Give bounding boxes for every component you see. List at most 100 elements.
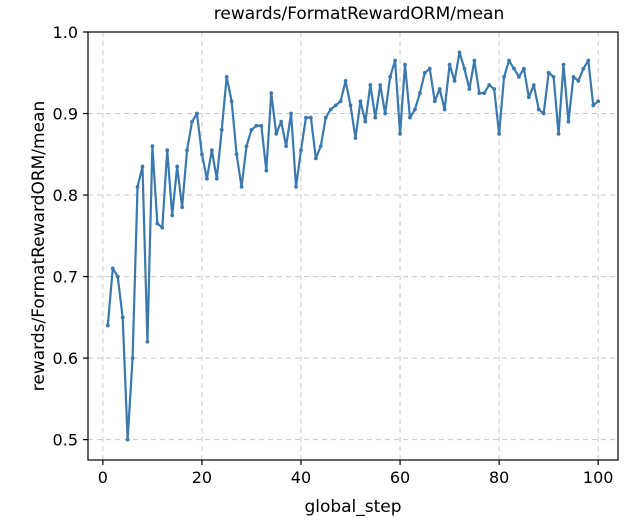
data-point [536, 107, 541, 112]
data-point [581, 66, 586, 71]
data-point [363, 119, 368, 124]
y-tick-label: 1.0 [53, 23, 78, 42]
data-point [304, 115, 308, 120]
data-point [274, 132, 279, 136]
y-tick-label: 0.7 [53, 268, 78, 287]
data-point [120, 315, 125, 320]
data-point [507, 58, 511, 63]
x-tick-label: 100 [583, 468, 614, 487]
data-point [526, 95, 531, 100]
x-axis-title: global_step [304, 497, 401, 517]
data-point [472, 58, 477, 63]
data-point [170, 213, 175, 218]
data-point [467, 87, 472, 91]
data-point [234, 152, 239, 157]
data-point [512, 66, 516, 71]
y-tick-label: 0.9 [53, 105, 78, 124]
data-point [145, 339, 150, 344]
data-point [571, 74, 576, 79]
data-point [214, 176, 219, 181]
data-point [110, 266, 115, 271]
data-point [541, 111, 546, 116]
x-tick-label: 80 [489, 468, 509, 487]
data-point [561, 62, 566, 67]
data-point [313, 156, 318, 161]
data-point [368, 83, 373, 87]
data-point [487, 83, 492, 87]
data-point [165, 148, 170, 153]
data-point [388, 74, 393, 79]
data-point [333, 103, 338, 108]
data-point [551, 74, 556, 79]
data-point [185, 148, 189, 153]
data-point [586, 58, 591, 63]
data-point [130, 356, 135, 360]
data-point [358, 99, 363, 104]
y-tick-label: 0.8 [53, 186, 78, 205]
data-point [457, 50, 462, 55]
data-point [140, 164, 145, 169]
data-point [160, 225, 165, 230]
data-point [190, 119, 194, 124]
data-point [521, 66, 526, 71]
data-point [546, 70, 551, 75]
data-point [115, 274, 120, 279]
data-point [264, 168, 269, 173]
data-point [556, 132, 561, 136]
data-point [502, 74, 506, 79]
data-point [378, 83, 383, 87]
data-point [259, 123, 264, 128]
data-point [209, 148, 214, 153]
data-point [229, 99, 234, 104]
data-point [596, 99, 601, 104]
data-point [125, 437, 130, 442]
data-point [482, 91, 487, 96]
data-point [393, 58, 398, 63]
data-point [180, 205, 185, 210]
data-point [517, 74, 521, 79]
x-tick-label: 60 [390, 468, 410, 487]
data-point [150, 144, 155, 149]
data-point [249, 127, 254, 132]
data-point [323, 115, 328, 120]
series-layer [105, 50, 601, 442]
x-tick-label: 0 [98, 468, 108, 487]
data-point [403, 62, 407, 67]
data-point [299, 148, 303, 153]
data-point [105, 323, 110, 328]
data-point [417, 91, 422, 96]
data-point [338, 99, 343, 104]
chart-title: rewards/FormatRewardORM/mean [214, 4, 504, 24]
data-point [442, 107, 447, 112]
data-point [531, 83, 536, 87]
data-point [254, 123, 259, 128]
data-point [244, 144, 249, 149]
y-tick-label: 0.6 [53, 349, 78, 368]
plot-frame [87, 31, 619, 461]
data-point [437, 87, 442, 91]
data-point [195, 111, 199, 116]
data-point [413, 107, 417, 112]
data-point [353, 136, 358, 140]
y-axis-title: rewards/FormatRewardORM/mean [29, 101, 49, 391]
data-point [427, 66, 432, 71]
data-point [155, 221, 160, 226]
data-point [284, 144, 289, 149]
x-tick-label: 40 [291, 468, 311, 487]
data-point [328, 107, 333, 112]
data-point [373, 115, 378, 120]
data-point [566, 119, 571, 124]
y-tick-label: 0.5 [53, 431, 78, 450]
data-point [294, 184, 298, 189]
data-point [447, 62, 452, 67]
axis-ticks: 0 20 40 60 80 100 0.5 0.6 0.7 0.8 0.9 1.0 [53, 23, 614, 487]
data-point [576, 79, 581, 83]
data-point [204, 176, 209, 181]
data-point [452, 79, 457, 83]
data-point [175, 164, 180, 169]
data-point [224, 74, 229, 79]
data-point [135, 184, 140, 189]
data-point [200, 152, 204, 157]
series-line [106, 51, 599, 441]
